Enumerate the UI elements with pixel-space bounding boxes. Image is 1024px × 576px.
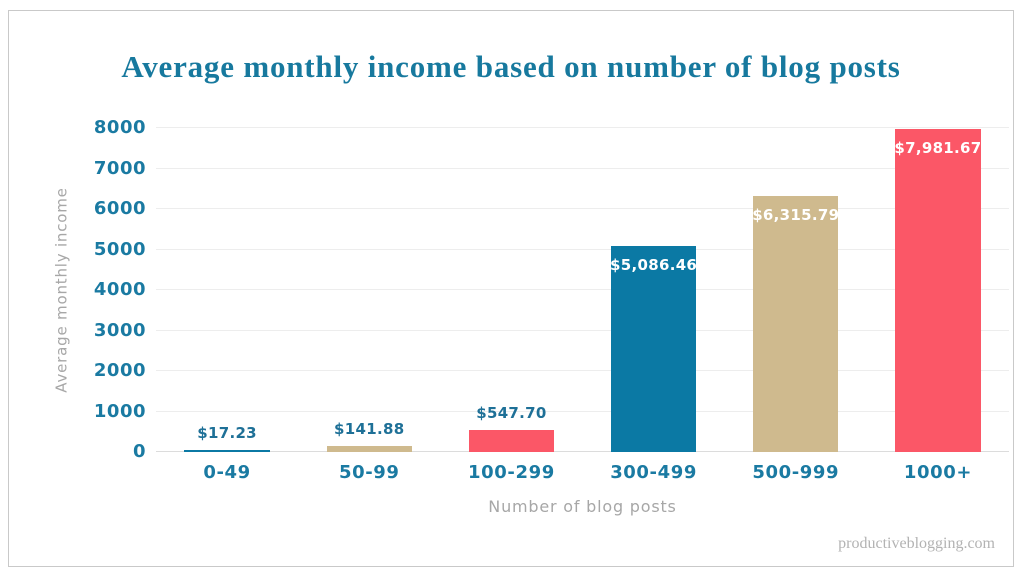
y-tick-label-7000: 7000 [93, 157, 146, 179]
x-category-label-1000+: 1000+ [903, 462, 973, 483]
gridline-2000 [156, 370, 1009, 371]
y-tick-label-1000: 1000 [93, 400, 146, 422]
value-label-500-999: $6,315.79 [752, 206, 840, 225]
gridline-1000 [156, 410, 1009, 412]
x-category-label-300-499: 300-499 [610, 462, 698, 483]
value-label-100-299: $547.70 [476, 403, 547, 422]
x-labels: 0-49 50-99 100-299 300-499 500-999 1000+ [156, 462, 1009, 483]
y-tick-label-5000: 5000 [93, 238, 146, 260]
gridline-0 [156, 451, 1009, 452]
y-tick-label-8000: 8000 [93, 117, 146, 138]
bar-slot-1000+: $7,981.67 [867, 128, 1009, 452]
bar-1000+ [895, 128, 981, 452]
y-tick-label-3000: 3000 [93, 319, 146, 341]
value-label-50-99: $141.88 [334, 420, 405, 439]
bar-0-49 [184, 449, 270, 452]
value-label-300-499: $5,086.46 [610, 256, 698, 274]
value-label-0-49: $17.23 [197, 423, 257, 442]
y-tick-label-4000: 4000 [93, 279, 146, 300]
gridline-7000 [156, 167, 1009, 169]
bar-slot-50-99: $141.88 [298, 128, 440, 452]
y-tick-label-2000: 2000 [93, 360, 146, 381]
value-label-1000+: $7,981.67 [894, 138, 982, 157]
bar-50-99 [326, 446, 412, 452]
watermark-text: productiveblogging.com [838, 535, 995, 552]
bar-300-499 [610, 246, 697, 452]
bar-slot-300-499: $5,086.46 [583, 128, 725, 452]
bar-slot-100-299: $547.70 [440, 128, 582, 452]
gridline-8000 [156, 127, 1009, 128]
bar-slot-0-49: $17.23 [156, 128, 298, 452]
x-category-label-500-999: 500-999 [752, 462, 840, 483]
bar-slot-500-999: $6,315.79 [725, 128, 867, 452]
plot-area: $17.23 $141.88 $547.70 $5,086.46 $6,315.79 $7… [94, 119, 1009, 483]
bar-500-999 [753, 196, 839, 452]
chart-card: Average monthly income based on number o… [8, 10, 1014, 567]
y-tick-label-0: 0 [132, 441, 146, 462]
gridline-5000 [156, 248, 1009, 250]
x-category-label-50-99: 50-99 [338, 462, 400, 483]
x-category-label-0-49: 0-49 [203, 462, 251, 483]
bars: $17.23 $141.88 $547.70 $5,086.46 $6,315.79 $7… [156, 128, 1009, 452]
bar-100-299 [468, 429, 555, 452]
gridline-4000 [156, 289, 1009, 290]
x-axis-title: Number of blog posts [488, 497, 677, 516]
y-tick-label-6000: 6000 [93, 198, 146, 219]
x-category-label-100-299: 100-299 [468, 462, 555, 483]
gridline-3000 [156, 329, 1009, 331]
gridline-6000 [156, 208, 1009, 209]
chart-title: Average monthly income based on number o… [121, 49, 901, 84]
